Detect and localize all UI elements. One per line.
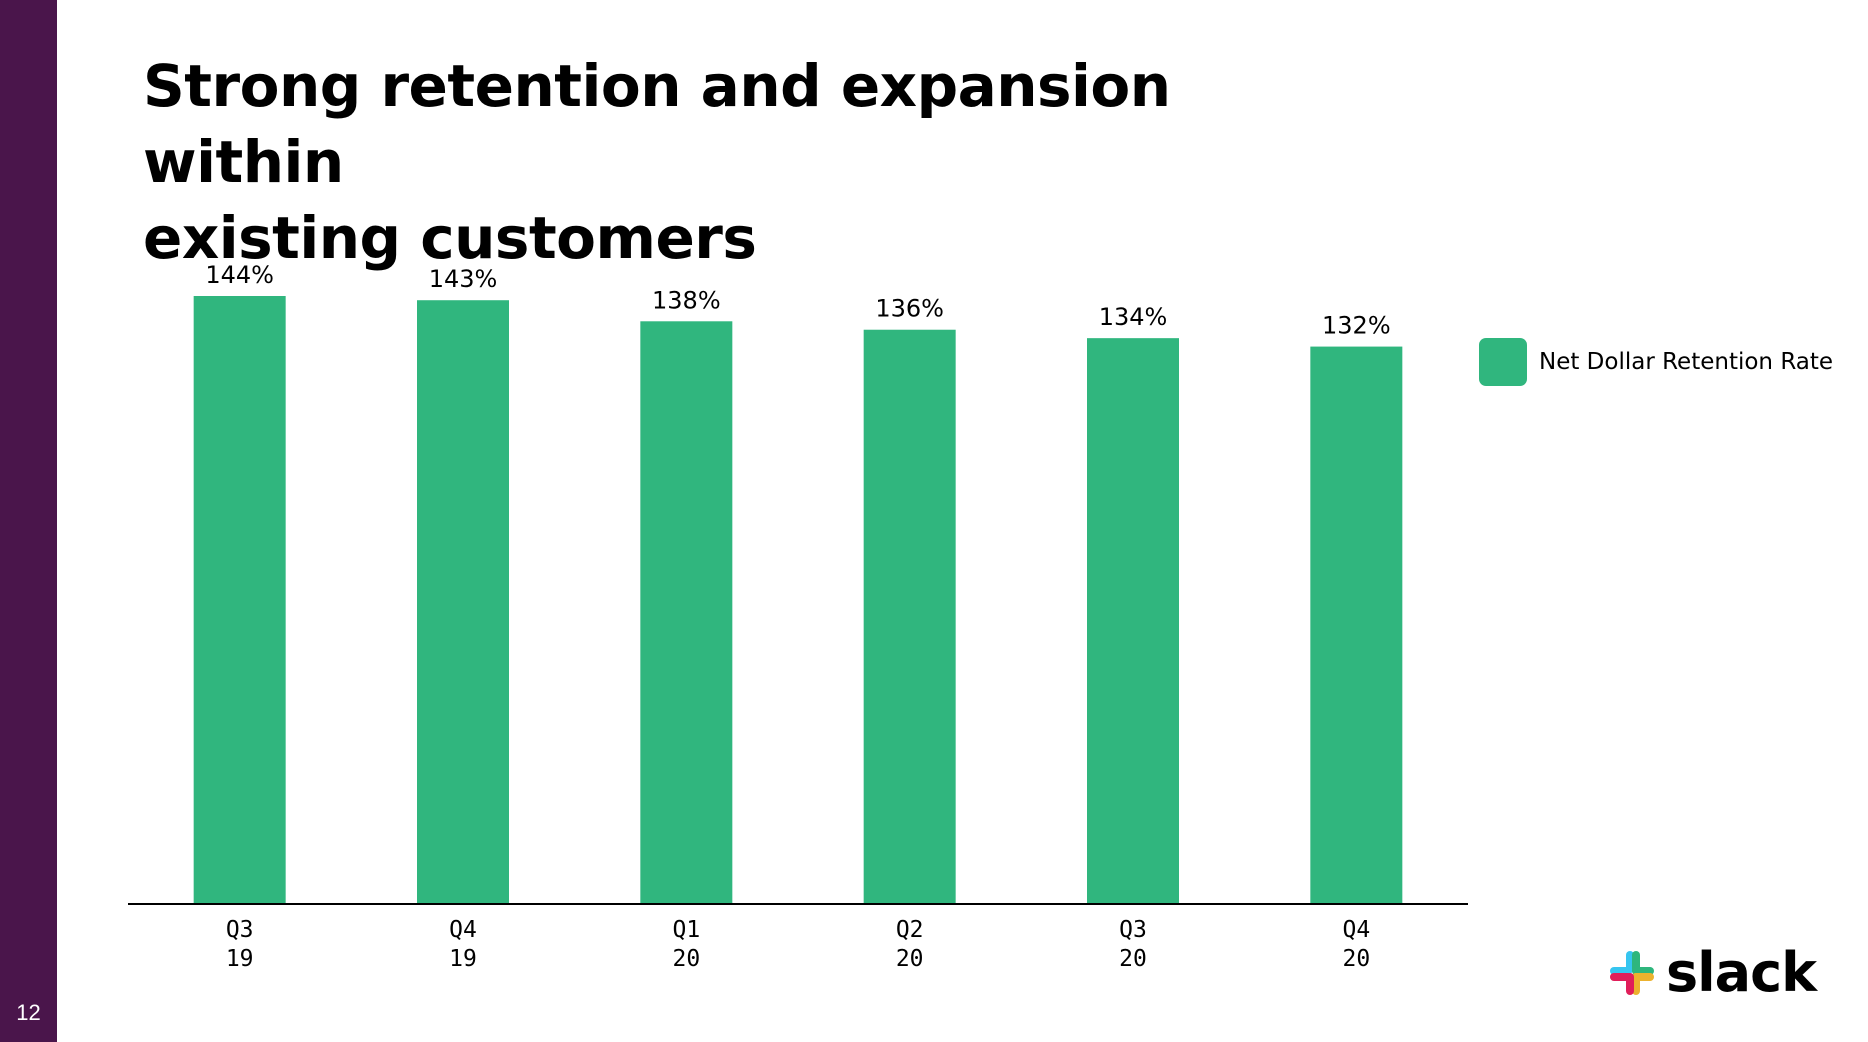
data-label: 138%	[652, 286, 721, 314]
x-tick-label: 20	[672, 946, 700, 972]
x-tick-label: Q2	[896, 917, 924, 943]
data-label: 144%	[205, 261, 274, 289]
x-tick-label: Q3	[226, 917, 254, 943]
bar	[417, 300, 509, 903]
x-tick-label: 19	[226, 946, 254, 972]
legend-label: Net Dollar Retention Rate	[1539, 349, 1834, 375]
x-tick-label: 19	[449, 946, 477, 972]
bar	[863, 329, 956, 903]
x-tick-label: 20	[896, 946, 924, 972]
bar	[640, 321, 733, 904]
data-label: 132%	[1322, 312, 1391, 340]
title-line-2: existing customers	[143, 204, 757, 272]
x-tick-label: Q1	[672, 917, 700, 943]
bar	[1087, 338, 1179, 903]
page-title: Strong retention and expansion within ex…	[143, 48, 1343, 276]
legend: Net Dollar Retention Rate	[1479, 338, 1833, 386]
x-tick-label: Q4	[449, 917, 477, 943]
x-tick-label: Q4	[1342, 917, 1370, 943]
slack-wordmark: slack	[1666, 941, 1817, 1004]
legend-swatch	[1479, 338, 1527, 386]
page-number: 12	[16, 1000, 41, 1025]
data-label: 134%	[1099, 303, 1168, 331]
x-tick-label: Q3	[1119, 917, 1147, 943]
x-tick-label: 20	[1119, 946, 1147, 972]
x-tick-label: 20	[1342, 946, 1370, 972]
slack-logo-icon	[1610, 951, 1654, 995]
title-line-1: Strong retention and expansion within	[143, 52, 1171, 196]
brand-logo: slack	[1606, 941, 1817, 1004]
data-label: 143%	[429, 265, 498, 293]
bar	[1310, 346, 1403, 903]
data-label: 136%	[875, 295, 944, 323]
bar	[193, 296, 286, 903]
sidebar-accent: 12	[0, 0, 57, 1042]
